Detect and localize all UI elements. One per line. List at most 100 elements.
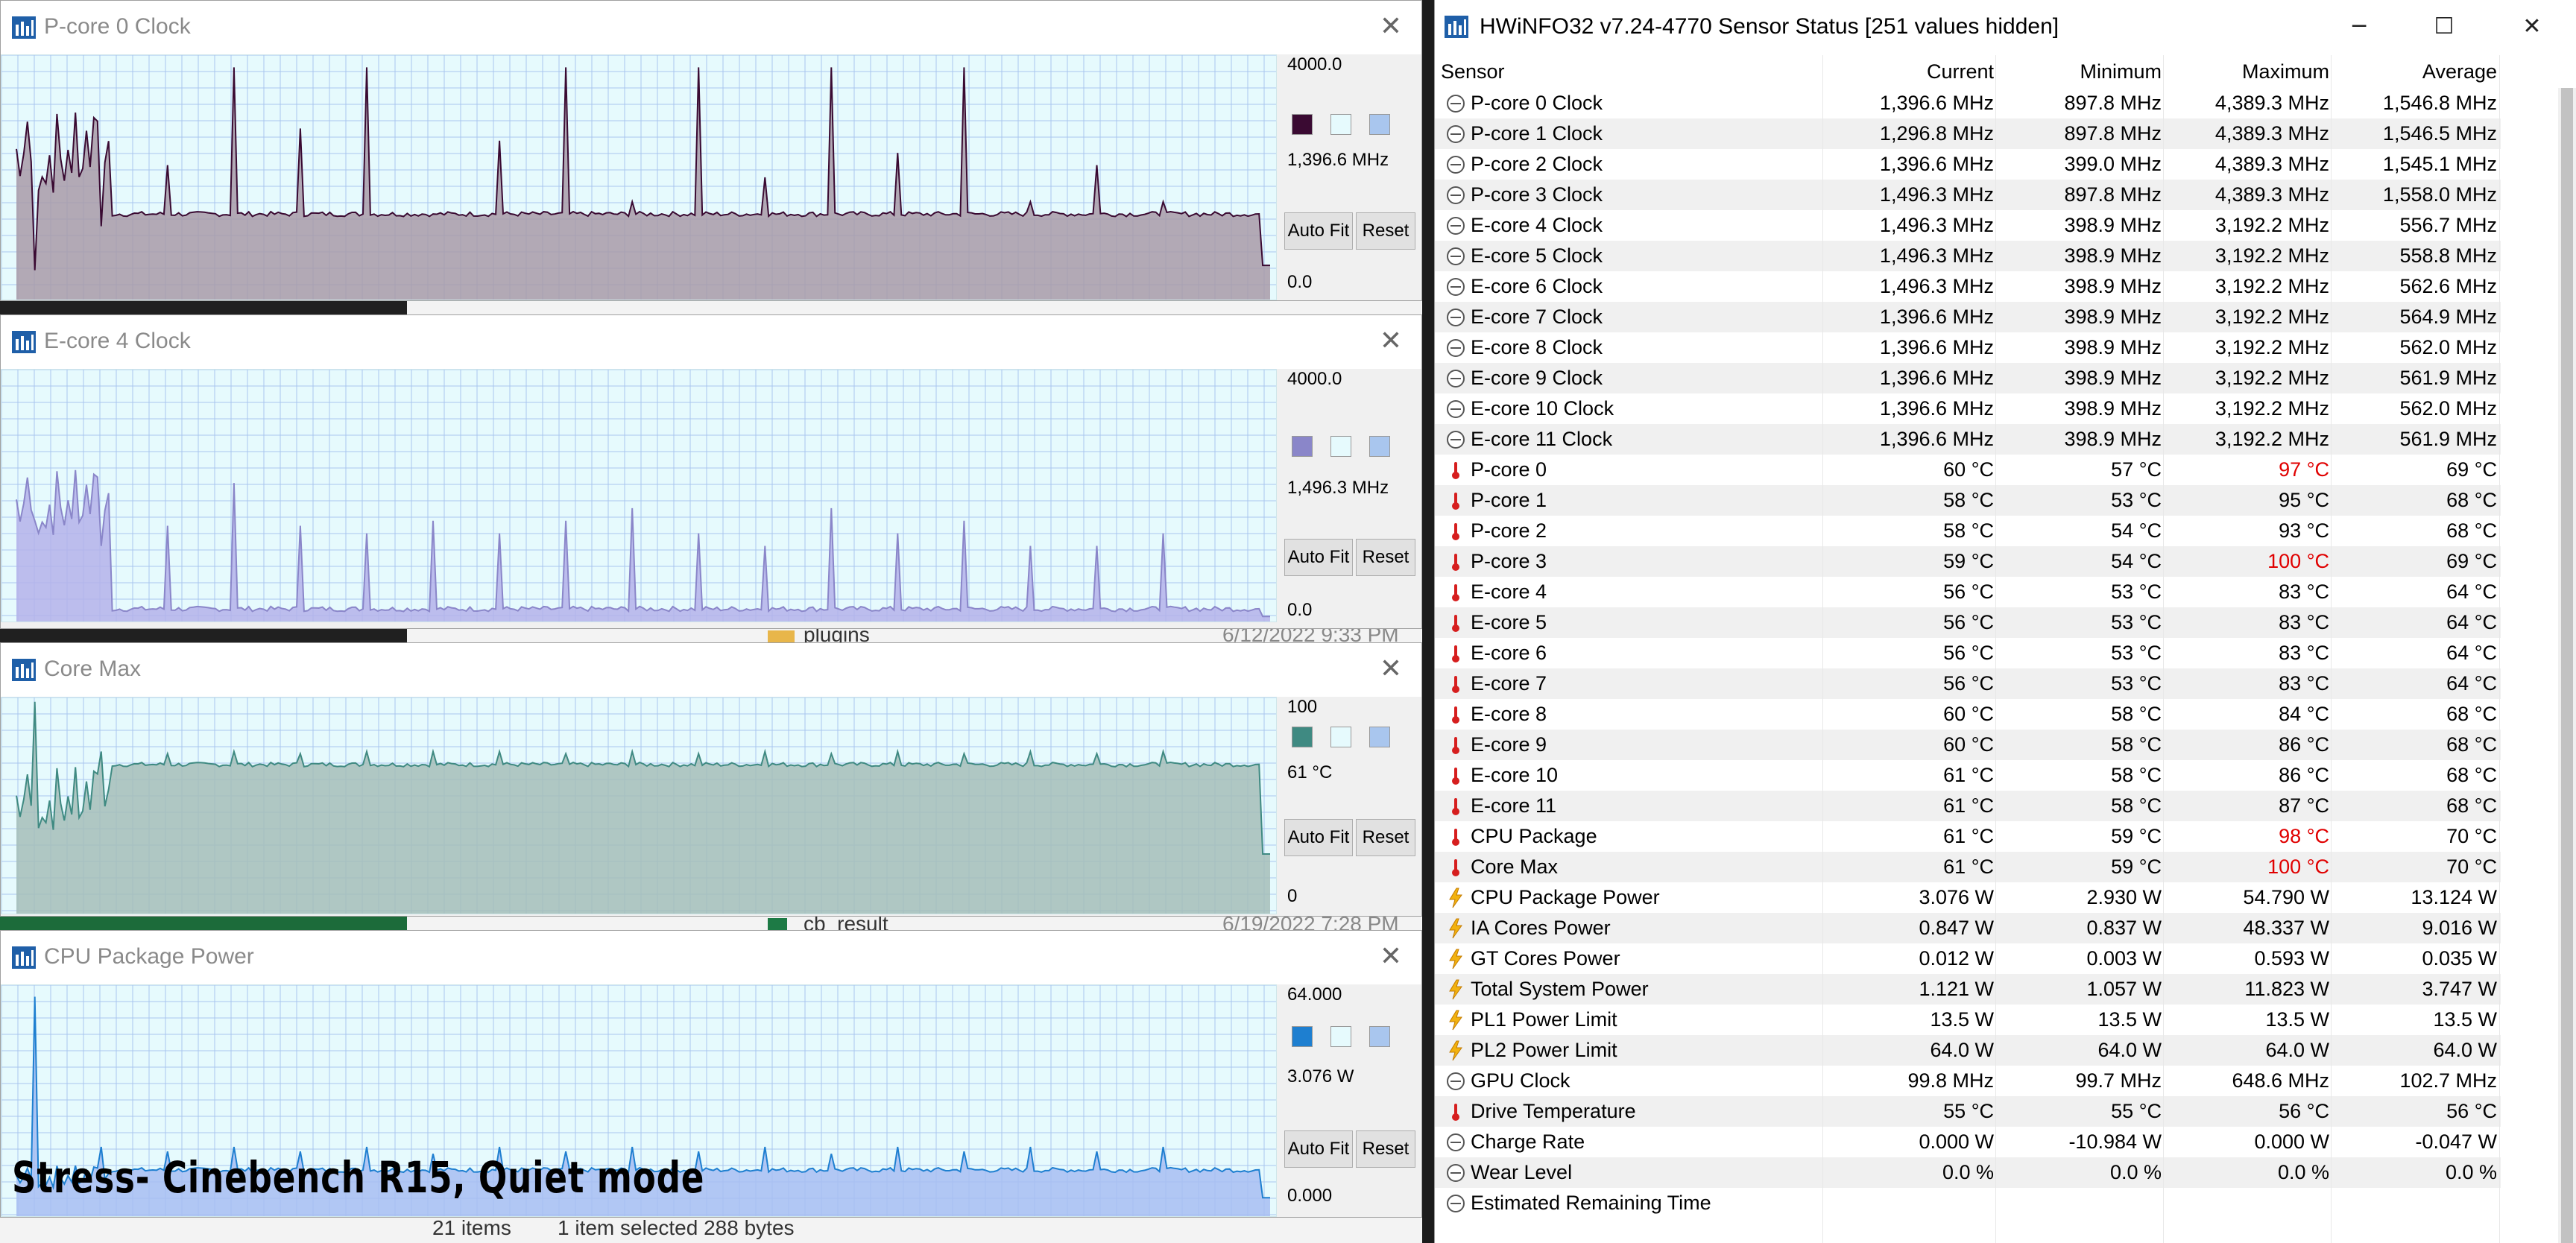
auto-fit-button[interactable]: Auto Fit — [1284, 212, 1353, 250]
sensor-row[interactable]: CPU Package 61 °C 59 °C 98 °C 70 °C — [1435, 821, 2501, 852]
explorer-item-plugins[interactable]: plugins — [804, 627, 870, 644]
sensor-row[interactable]: PL2 Power Limit 64.0 W 64.0 W 64.0 W 64.0 W — [1435, 1035, 2501, 1066]
sensor-row[interactable]: E-core 10 61 °C 58 °C 86 °C 68 °C — [1435, 760, 2501, 791]
close-icon[interactable]: ✕ — [1379, 654, 1402, 684]
sensor-row[interactable]: Drive Temperature 55 °C 55 °C 56 °C 56 °C — [1435, 1096, 2501, 1127]
sensor-row[interactable]: P-core 0 60 °C 57 °C 97 °C 69 °C — [1435, 455, 2501, 485]
sensor-value-cur: 61 °C — [1943, 764, 1994, 786]
sensor-value-max: 3,192.2 MHz — [2214, 306, 2329, 328]
sensor-row[interactable]: Charge Rate 0.000 W -10.984 W 0.000 W -0.047… — [1435, 1127, 2501, 1157]
hwinfo-app-icon — [12, 331, 36, 353]
sensor-row[interactable]: CPU Package Power 3.076 W 2.930 W 54.790 W 1… — [1435, 882, 2501, 913]
sensor-titlebar[interactable]: HWiNFO32 v7.24-4770 Sensor Status [251 v… — [1435, 0, 2576, 55]
sensor-row[interactable]: GT Cores Power 0.012 W 0.003 W 0.593 W 0.035… — [1435, 943, 2501, 974]
explorer-item-count: 21 items — [432, 1216, 511, 1239]
reset-button[interactable]: Reset — [1356, 539, 1415, 576]
sensor-row[interactable]: E-core 9 60 °C 58 °C 86 °C 68 °C — [1435, 730, 2501, 760]
sensor-value-avg: 558.8 MHz — [2399, 244, 2497, 267]
sensor-row[interactable]: E-core 6 Clock 1,496.3 MHz 398.9 MHz 3,192.… — [1435, 271, 2501, 302]
sensor-value-max — [2165, 1188, 2329, 1218]
sensor-row[interactable]: E-core 7 Clock 1,396.6 MHz 398.9 MHz 3,192.… — [1435, 302, 2501, 332]
column-header-current[interactable]: Current — [1926, 60, 1994, 83]
sensor-row[interactable]: IA Cores Power 0.847 W 0.837 W 48.337 W 9.01… — [1435, 913, 2501, 943]
column-header-minimum[interactable]: Minimum — [2080, 60, 2162, 83]
grid-color-swatch[interactable] — [1369, 114, 1390, 135]
auto-fit-button[interactable]: Auto Fit — [1284, 1130, 1353, 1168]
graph-titlebar[interactable]: Core Max ✕ — [1, 643, 1421, 697]
reset-button[interactable]: Reset — [1356, 819, 1415, 856]
sensor-name: P-core 2 Clock — [1471, 153, 1603, 175]
grid-color-swatch[interactable] — [1369, 1026, 1390, 1047]
scrollbar-thumb[interactable] — [2561, 88, 2573, 1243]
sensor-row[interactable]: Estimated Remaining Time — [1435, 1188, 2501, 1218]
power-bolt-icon — [1449, 1010, 1462, 1031]
sensor-row[interactable]: E-core 4 56 °C 53 °C 83 °C 64 °C — [1435, 577, 2501, 607]
sensor-row[interactable]: P-core 2 58 °C 54 °C 93 °C 68 °C — [1435, 516, 2501, 546]
sensor-row[interactable]: E-core 10 Clock 1,396.6 MHz 398.9 MHz 3,192… — [1435, 393, 2501, 424]
graph-plot — [1, 984, 1277, 1217]
close-icon[interactable]: ✕ — [1379, 326, 1402, 356]
sensor-value-cur: 56 °C — [1943, 672, 1994, 695]
sensor-row[interactable]: E-core 11 61 °C 58 °C 87 °C 68 °C — [1435, 791, 2501, 821]
sensor-value-cur: 55 °C — [1943, 1100, 1994, 1122]
reset-button[interactable]: Reset — [1356, 212, 1415, 250]
grid-color-swatch[interactable] — [1369, 436, 1390, 457]
sensor-row[interactable]: E-core 6 56 °C 53 °C 83 °C 64 °C — [1435, 638, 2501, 668]
background-color-swatch[interactable] — [1330, 1026, 1351, 1047]
sensor-row[interactable]: P-core 1 58 °C 53 °C 95 °C 68 °C — [1435, 485, 2501, 516]
background-color-swatch[interactable] — [1330, 727, 1351, 747]
sensor-row[interactable]: Wear Level 0.0 % 0.0 % 0.0 % 0.0 % — [1435, 1157, 2501, 1188]
auto-fit-button[interactable]: Auto Fit — [1284, 819, 1353, 856]
sensor-row[interactable]: E-core 5 Clock 1,496.3 MHz 398.9 MHz 3,192.… — [1435, 241, 2501, 271]
background-color-swatch[interactable] — [1330, 436, 1351, 457]
explorer-statusbar: 21 items 1 item selected 288 bytes — [0, 1216, 1422, 1243]
sensor-name: PL1 Power Limit — [1471, 1008, 1617, 1031]
graph-titlebar[interactable]: P-core 0 Clock ✕ — [1, 1, 1421, 54]
grid-color-swatch[interactable] — [1369, 727, 1390, 747]
close-icon[interactable]: ✕ — [1379, 941, 1402, 972]
thermometer-icon — [1452, 584, 1459, 601]
sensor-row[interactable]: GPU Clock 99.8 MHz 99.7 MHz 648.6 MHz 102.7 … — [1435, 1066, 2501, 1096]
sensor-row[interactable]: Total System Power 1.121 W 1.057 W 11.823 W… — [1435, 974, 2501, 1005]
sensor-row[interactable]: E-core 9 Clock 1,396.6 MHz 398.9 MHz 3,192.… — [1435, 363, 2501, 393]
sensor-row[interactable]: P-core 2 Clock 1,396.6 MHz 399.0 MHz 4,389.… — [1435, 149, 2501, 180]
graph-titlebar[interactable]: CPU Package Power ✕ — [1, 931, 1421, 984]
sensor-row[interactable]: Core Max 61 °C 59 °C 100 °C 70 °C — [1435, 852, 2501, 882]
sensor-name: E-core 11 — [1471, 794, 1557, 817]
sensor-row[interactable]: P-core 1 Clock 1,296.8 MHz 897.8 MHz 4,389.… — [1435, 118, 2501, 149]
series-color-swatch[interactable] — [1292, 436, 1313, 457]
series-color-swatch[interactable] — [1292, 114, 1313, 135]
sensor-value-avg: 9.016 W — [2422, 917, 2497, 939]
series-color-swatch[interactable] — [1292, 1026, 1313, 1047]
sensor-value-avg: 561.9 MHz — [2399, 367, 2497, 389]
sensor-name: P-core 3 Clock — [1471, 183, 1603, 206]
sensor-row[interactable]: P-core 3 59 °C 54 °C 100 °C 69 °C — [1435, 546, 2501, 577]
reset-button[interactable]: Reset — [1356, 1130, 1415, 1168]
sensor-value-cur: 60 °C — [1943, 458, 1994, 481]
sensor-row[interactable]: P-core 3 Clock 1,496.3 MHz 897.8 MHz 4,389.… — [1435, 180, 2501, 210]
thermometer-icon — [1452, 645, 1459, 662]
sensor-row[interactable]: E-core 5 56 °C 53 °C 83 °C 64 °C — [1435, 607, 2501, 638]
minimize-icon[interactable]: ─ — [2352, 13, 2367, 39]
column-header-average[interactable]: Average — [2422, 60, 2497, 83]
column-header-sensor[interactable]: Sensor — [1441, 60, 1505, 83]
auto-fit-button[interactable]: Auto Fit — [1284, 539, 1353, 576]
sensor-row[interactable]: E-core 11 Clock 1,396.6 MHz 398.9 MHz 3,192… — [1435, 424, 2501, 455]
sensor-row[interactable]: E-core 8 60 °C 58 °C 84 °C 68 °C — [1435, 699, 2501, 730]
sensor-row[interactable]: E-core 7 56 °C 53 °C 83 °C 64 °C — [1435, 668, 2501, 699]
sensor-value-min: 57 °C — [2111, 458, 2162, 481]
maximize-icon[interactable]: ☐ — [2434, 13, 2455, 39]
background-color-swatch[interactable] — [1330, 114, 1351, 135]
close-icon[interactable]: ✕ — [2522, 13, 2542, 39]
close-icon[interactable]: ✕ — [1379, 11, 1402, 42]
sensor-row[interactable]: E-core 8 Clock 1,396.6 MHz 398.9 MHz 3,192.… — [1435, 332, 2501, 363]
sensor-row[interactable]: E-core 4 Clock 1,496.3 MHz 398.9 MHz 3,192.… — [1435, 210, 2501, 241]
sensor-value-cur: 0.012 W — [1919, 947, 1994, 970]
vertical-scrollbar[interactable] — [2558, 88, 2576, 1243]
series-color-swatch[interactable] — [1292, 727, 1313, 747]
graph-titlebar[interactable]: E-core 4 Clock ✕ — [1, 315, 1421, 369]
sensor-row[interactable]: P-core 0 Clock 1,396.6 MHz 897.8 MHz 4,389.… — [1435, 88, 2501, 118]
column-header-maximum[interactable]: Maximum — [2241, 60, 2329, 83]
sensor-row[interactable]: PL1 Power Limit 13.5 W 13.5 W 13.5 W 13.5 W — [1435, 1005, 2501, 1035]
sensor-name: Drive Temperature — [1471, 1100, 1636, 1122]
